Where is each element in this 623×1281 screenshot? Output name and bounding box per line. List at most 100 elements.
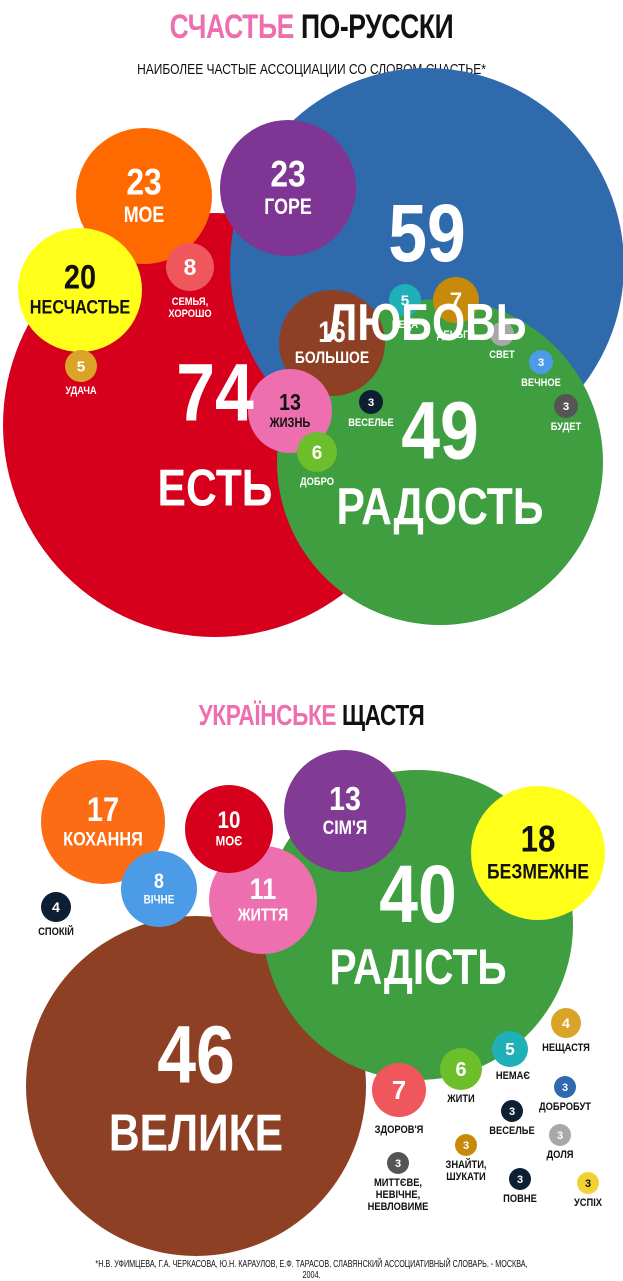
source-footnote: *Н.В. УФИМЦЕВА, Г.А. ЧЕРКАСОВА, Ю.Н. КАР… bbox=[95, 1259, 528, 1281]
label-большое: БОЛЬШОЕ bbox=[295, 349, 369, 368]
bubble-семья-хорошо bbox=[166, 243, 214, 291]
bubble-большое bbox=[279, 290, 385, 396]
value-есть: 74 bbox=[176, 347, 254, 439]
value-знайти-шукати: 3 bbox=[463, 1140, 469, 1152]
bubble-добро bbox=[297, 432, 337, 472]
label-здоров-я: ЗДОРОВ'Я bbox=[375, 1124, 424, 1136]
value-моє: 10 bbox=[218, 807, 241, 834]
bubble-деньги bbox=[433, 277, 479, 323]
label-семья-хорошо-1: СЕМЬЯ, bbox=[172, 296, 209, 308]
label-веселье: ВЕСЕЛЬЕ bbox=[489, 1125, 535, 1137]
value-радость: 49 bbox=[401, 385, 479, 477]
bubble-безмежне bbox=[471, 786, 605, 920]
label-вічне: ВІЧНЕ bbox=[144, 894, 175, 907]
bubble-горе bbox=[220, 120, 356, 256]
label-беда: БЕДА bbox=[392, 319, 419, 331]
bubble-нещастя bbox=[551, 1008, 581, 1038]
bubble-сім-я bbox=[284, 750, 406, 872]
value-добро: 6 bbox=[312, 443, 323, 464]
bubble-добробут bbox=[554, 1076, 576, 1098]
bubble-велике bbox=[26, 916, 366, 1256]
label-несчастье: НЕСЧАСТЬЕ bbox=[30, 296, 130, 318]
value-радість: 40 bbox=[379, 849, 457, 941]
value-большое: 16 bbox=[318, 316, 346, 348]
value-безмежне: 18 bbox=[521, 819, 556, 860]
value-любовь: 59 bbox=[388, 188, 466, 280]
ukrainian-title: УКРАЇНСЬКЕ ЩАСТЯ bbox=[69, 700, 555, 733]
bubble-кохання bbox=[41, 760, 165, 884]
bubble-миттєве-невічне-невловиме bbox=[387, 1152, 409, 1174]
label-кохання: КОХАННЯ bbox=[63, 828, 143, 850]
value-удача: 5 bbox=[77, 358, 86, 375]
label-знайти-шукати-1: ЗНАЙТИ, bbox=[445, 1157, 486, 1171]
label-добро: ДОБРО bbox=[300, 476, 334, 488]
value-веселье: 3 bbox=[368, 397, 374, 409]
ukrainian-bubble-chart: 46ВЕЛИКЕ40РАДІСТЬ18БЕЗМЕЖНЕ17КОХАННЯ13СІ… bbox=[26, 750, 605, 1256]
value-деньги: 7 bbox=[450, 288, 462, 313]
value-сім-я: 13 bbox=[329, 780, 361, 818]
bubble-будет bbox=[554, 394, 578, 418]
bubble-вечное bbox=[529, 350, 553, 374]
label-свет: СВЕТ bbox=[489, 349, 515, 361]
label-моє: МОЄ bbox=[216, 833, 243, 849]
label-радость: РАДОСТЬ bbox=[336, 478, 543, 536]
bubble-доля bbox=[549, 1124, 571, 1146]
label-любовь: ЛЮБОВЬ bbox=[327, 294, 526, 352]
label-повне: ПОВНЕ bbox=[503, 1193, 537, 1205]
value-жити: 6 bbox=[455, 1059, 466, 1081]
value-немає: 5 bbox=[505, 1040, 515, 1059]
ukrainian-title-highlight: УКРАЇНСЬКЕ bbox=[198, 700, 337, 732]
bubble-успіх bbox=[577, 1172, 599, 1194]
value-доля: 3 bbox=[557, 1130, 563, 1142]
bubble-несчастье bbox=[18, 228, 142, 352]
label-нещастя: НЕЩАСТЯ bbox=[542, 1042, 590, 1054]
label-вечное: ВЕЧНОЕ bbox=[521, 377, 561, 389]
value-семья-хорошо: 8 bbox=[184, 254, 197, 280]
label-деньги: ДЕНЬГИ bbox=[437, 329, 475, 341]
value-життя: 11 bbox=[250, 872, 277, 905]
bubble-свет bbox=[490, 322, 514, 346]
label-жизнь: ЖИЗНЬ bbox=[269, 415, 311, 430]
label-миттєве-невічне-невловиме-1: МИТТЄВЕ, bbox=[374, 1177, 422, 1189]
value-веселье: 3 bbox=[509, 1106, 515, 1118]
bubble-беда bbox=[389, 284, 421, 316]
label-семья-хорошо-2: ХОРОШО bbox=[168, 308, 211, 320]
value-успіх: 3 bbox=[585, 1178, 591, 1190]
value-миттєве-невічне-невловиме: 3 bbox=[395, 1158, 401, 1170]
label-добробут: ДОБРОБУТ bbox=[539, 1101, 592, 1113]
value-кохання: 17 bbox=[87, 790, 119, 829]
bubble-життя bbox=[209, 846, 317, 954]
bubble-удача bbox=[65, 350, 97, 382]
value-горе: 23 bbox=[270, 154, 305, 195]
bubble-спокій bbox=[41, 892, 71, 922]
bubble-веселье bbox=[501, 1100, 523, 1122]
value-здоров-я: 7 bbox=[392, 1077, 406, 1105]
value-несчастье: 20 bbox=[64, 258, 96, 297]
value-жизнь: 13 bbox=[279, 390, 301, 416]
label-радість: РАДІСТЬ bbox=[329, 939, 506, 995]
label-успіх: УСПІХ bbox=[574, 1197, 602, 1209]
value-мое: 23 bbox=[126, 162, 161, 203]
value-спокій: 4 bbox=[52, 900, 60, 916]
value-свет: 3 bbox=[499, 329, 505, 341]
label-будет: БУДЕТ bbox=[551, 421, 582, 433]
label-мое: МОЕ bbox=[124, 203, 165, 227]
label-немає: НЕМАЄ bbox=[496, 1070, 530, 1082]
russian-title-highlight: СЧАСТЬЕ bbox=[169, 8, 295, 46]
label-удача: УДАЧА bbox=[65, 385, 97, 397]
value-вечное: 3 bbox=[538, 357, 544, 369]
label-спокій: СПОКІЙ bbox=[38, 924, 74, 938]
bubble-вічне bbox=[121, 851, 197, 927]
bubble-жизнь bbox=[248, 369, 332, 453]
russian-bubble-chart: 74ЕСТЬ59ЛЮБОВЬ49РАДОСТЬ23МОЕ23ГОРЕ20НЕСЧ… bbox=[3, 68, 623, 637]
label-миттєве-невічне-невловиме-2: НЕВІЧНЕ, bbox=[376, 1189, 421, 1201]
bubble-немає bbox=[492, 1031, 528, 1067]
bubble-повне bbox=[509, 1168, 531, 1190]
value-вічне: 8 bbox=[154, 870, 164, 894]
value-беда: 5 bbox=[401, 292, 410, 309]
label-есть: ЕСТЬ bbox=[158, 460, 273, 518]
bubble-жити bbox=[440, 1048, 482, 1090]
russian-title-rest: ПО-РУССКИ bbox=[300, 8, 454, 46]
label-миттєве-невічне-невловиме-3: НЕВЛОВИМЕ bbox=[368, 1201, 429, 1213]
